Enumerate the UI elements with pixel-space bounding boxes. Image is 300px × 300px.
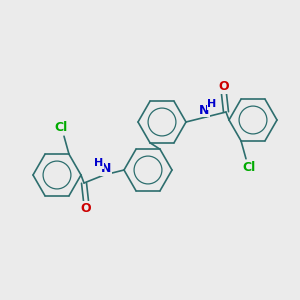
- Text: O: O: [219, 80, 229, 94]
- Text: N: N: [101, 163, 111, 176]
- Text: Cl: Cl: [242, 161, 256, 174]
- Text: N: N: [199, 103, 209, 116]
- Text: Cl: Cl: [54, 121, 68, 134]
- Text: H: H: [207, 99, 217, 109]
- Text: H: H: [94, 158, 103, 168]
- Text: O: O: [81, 202, 91, 214]
